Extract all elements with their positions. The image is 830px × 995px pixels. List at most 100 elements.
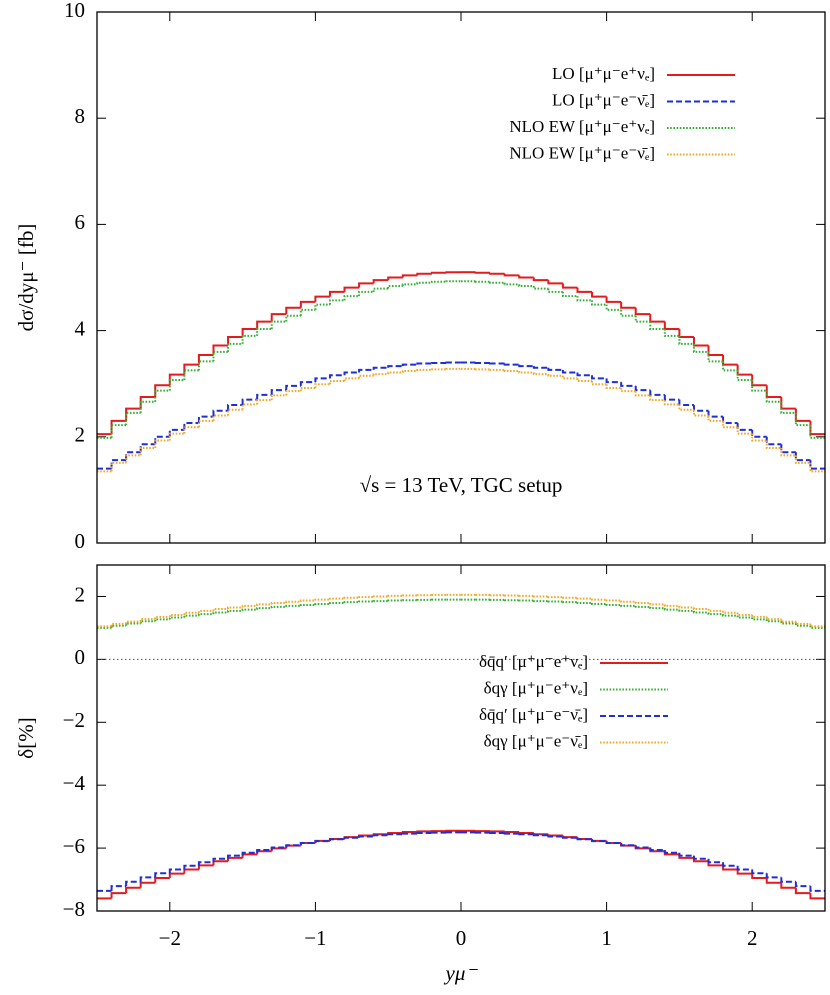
hist-step bbox=[154, 872, 170, 878]
hist-step bbox=[358, 835, 374, 838]
hist-step bbox=[314, 603, 330, 606]
hist-step bbox=[620, 301, 636, 309]
hist-step bbox=[794, 623, 811, 627]
hist-step bbox=[343, 836, 360, 840]
hist-step bbox=[765, 440, 782, 449]
hist-step bbox=[256, 328, 272, 336]
hist-step bbox=[372, 279, 389, 284]
hist-step bbox=[765, 436, 782, 446]
hist-step bbox=[751, 374, 767, 387]
hist-step bbox=[591, 300, 607, 306]
hist-step bbox=[241, 851, 258, 856]
hist-step bbox=[765, 877, 782, 884]
hist-step bbox=[328, 380, 345, 385]
hist-step bbox=[168, 868, 185, 874]
x-tick-label: 2 bbox=[747, 926, 758, 950]
hist-step bbox=[751, 873, 767, 879]
hist-step bbox=[649, 395, 665, 402]
hist-step bbox=[387, 594, 403, 597]
hist-step bbox=[241, 853, 258, 858]
hist-step bbox=[227, 342, 243, 352]
plot-frame bbox=[96, 11, 826, 544]
hist-step bbox=[343, 371, 360, 376]
hist-step bbox=[809, 460, 825, 470]
hist-step bbox=[605, 599, 622, 602]
hist-step bbox=[474, 271, 491, 274]
hist-step bbox=[197, 861, 214, 866]
hist-step bbox=[474, 361, 491, 364]
hist-step bbox=[227, 854, 243, 859]
hist-step bbox=[314, 295, 330, 302]
hist-step bbox=[503, 282, 520, 286]
hist-step bbox=[168, 872, 185, 878]
hist-step bbox=[387, 371, 403, 375]
hist-step bbox=[139, 400, 156, 413]
hist-step bbox=[401, 274, 418, 278]
hist-step bbox=[343, 295, 360, 301]
hist-step bbox=[605, 841, 622, 845]
hist-step bbox=[532, 832, 549, 836]
hist-step bbox=[634, 391, 651, 397]
hist-step bbox=[605, 603, 622, 606]
hist-step bbox=[765, 619, 782, 623]
hist-step bbox=[547, 835, 563, 838]
hist-step bbox=[387, 599, 403, 602]
hist-step bbox=[285, 604, 301, 607]
hist-step bbox=[197, 354, 214, 365]
hist-step bbox=[314, 598, 330, 601]
hist-step bbox=[139, 876, 156, 882]
hist-step bbox=[780, 444, 796, 454]
hist-step bbox=[489, 281, 505, 284]
hist-step bbox=[227, 609, 243, 613]
hist-step bbox=[591, 603, 607, 606]
hist-step bbox=[518, 284, 534, 287]
hist-step bbox=[692, 404, 709, 412]
y-tick-label: −4 bbox=[63, 771, 86, 795]
hist-step bbox=[227, 335, 243, 346]
hist-step bbox=[328, 290, 345, 297]
hist-step bbox=[358, 596, 374, 599]
hist-step bbox=[270, 313, 287, 322]
legend-label: NLO EW [μ⁺μ⁻e⁻ν̄ₑ] bbox=[509, 143, 655, 162]
hist-step bbox=[343, 377, 360, 382]
hist-step bbox=[125, 411, 141, 426]
hist-step bbox=[663, 400, 680, 406]
y-tick-label: 0 bbox=[75, 529, 86, 553]
hist-step bbox=[518, 833, 534, 836]
hist-step bbox=[809, 893, 825, 900]
hist-step bbox=[591, 375, 607, 380]
plot-frame bbox=[96, 564, 826, 912]
hist-step bbox=[547, 288, 563, 293]
hist-step bbox=[547, 374, 563, 377]
hist-step bbox=[634, 845, 651, 849]
hist-step bbox=[736, 364, 753, 376]
hist-step bbox=[197, 360, 214, 371]
legend-label: NLO EW [μ⁺μ⁻e⁺νₑ] bbox=[509, 117, 655, 136]
hist-step bbox=[547, 834, 563, 837]
hist-step bbox=[561, 283, 578, 289]
hist-step bbox=[707, 410, 724, 418]
hist-step bbox=[503, 832, 520, 835]
hist-step bbox=[765, 616, 782, 621]
hist-step bbox=[358, 368, 374, 373]
hist-step bbox=[751, 379, 767, 392]
hist-step bbox=[809, 425, 825, 439]
hist-step bbox=[285, 600, 301, 604]
hist-step bbox=[532, 600, 549, 603]
hist-step bbox=[110, 459, 127, 469]
hist-step bbox=[270, 389, 287, 395]
hist-step bbox=[736, 422, 753, 431]
hist-step bbox=[110, 885, 127, 891]
hist-step bbox=[387, 365, 403, 368]
hist-step bbox=[780, 882, 796, 889]
hist-step bbox=[212, 409, 229, 417]
hist-step bbox=[416, 368, 432, 371]
hist-step bbox=[256, 320, 272, 330]
hist-step bbox=[430, 361, 447, 364]
hist-step bbox=[241, 328, 258, 337]
hist-step bbox=[605, 384, 622, 389]
x-tick-label: −2 bbox=[159, 926, 181, 950]
hist-step bbox=[620, 382, 636, 387]
hist-step bbox=[197, 415, 214, 423]
hist-step bbox=[576, 837, 593, 841]
